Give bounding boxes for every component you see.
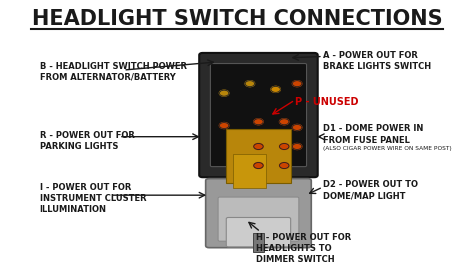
Circle shape [219,90,229,96]
Circle shape [254,162,263,169]
Circle shape [292,81,302,87]
Text: R - POWER OUT FOR
PARKING LIGHTS: R - POWER OUT FOR PARKING LIGHTS [39,131,135,151]
Circle shape [280,119,289,125]
Circle shape [280,144,289,150]
Text: HEADLIGHT SWITCH CONNECTIONS: HEADLIGHT SWITCH CONNECTIONS [32,9,442,29]
FancyBboxPatch shape [210,64,307,167]
Circle shape [292,144,302,150]
Text: D2 - POWER OUT TO
DOME/MAP LIGHT: D2 - POWER OUT TO DOME/MAP LIGHT [323,180,418,200]
Text: H - POWER OUT FOR
HEADLIGHTS TO
DIMMER SWITCH: H - POWER OUT FOR HEADLIGHTS TO DIMMER S… [256,233,352,264]
Circle shape [219,122,229,129]
Bar [253,233,264,252]
FancyBboxPatch shape [218,197,299,241]
Text: P - UNUSED: P - UNUSED [295,97,358,107]
Bar [226,129,291,183]
Circle shape [292,124,302,130]
FancyBboxPatch shape [226,218,291,247]
Text: B - HEADLIGHT SWITCH POWER
FROM ALTERNATOR/BATTERY: B - HEADLIGHT SWITCH POWER FROM ALTERNAT… [39,62,186,82]
Circle shape [254,144,263,150]
Text: (ALSO CIGAR POWER WIRE ON SAME POST): (ALSO CIGAR POWER WIRE ON SAME POST) [323,146,452,151]
FancyBboxPatch shape [206,179,311,248]
Circle shape [280,162,289,169]
Bar [233,154,266,189]
Circle shape [271,86,280,92]
Text: D1 - DOME POWER IN
FROM FUSE PANEL: D1 - DOME POWER IN FROM FUSE PANEL [323,124,423,145]
Text: I - POWER OUT FOR
INSTRUMENT CLUSTER
ILLUMINATION: I - POWER OUT FOR INSTRUMENT CLUSTER ILL… [39,183,146,214]
Circle shape [245,81,255,87]
Circle shape [254,119,263,125]
Text: A - POWER OUT FOR
BRAKE LIGHTS SWITCH: A - POWER OUT FOR BRAKE LIGHTS SWITCH [323,51,431,71]
FancyBboxPatch shape [199,53,318,177]
